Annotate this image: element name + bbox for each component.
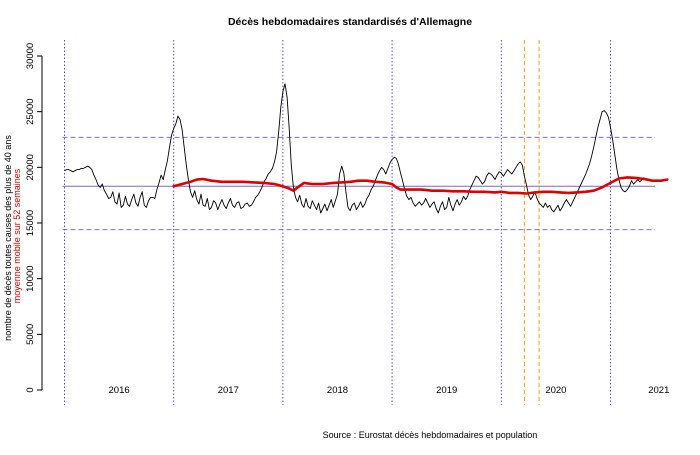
series-lines <box>64 83 669 214</box>
y-tick-label-4: 20000 <box>25 154 36 180</box>
source-note: Source : Eurostat décès hebdomadaires et… <box>323 430 538 440</box>
y-tick-label-2: 10000 <box>25 265 36 291</box>
year-label-2017: 2017 <box>218 385 239 396</box>
y-tick-label-5: 25000 <box>25 98 36 124</box>
y-tick-label-3: 15000 <box>25 210 36 236</box>
y-axis-label-moving-average: moyenne mobile sur 52 semaines <box>12 168 22 303</box>
chart-title: Décès hebdomadaires standardisés d'Allem… <box>228 16 472 28</box>
series-line-weekly-deaths <box>64 83 645 214</box>
reference-lines <box>62 40 655 405</box>
series-line-moving-average <box>172 176 669 195</box>
year-label-2016: 2016 <box>109 385 130 396</box>
year-label-2018: 2018 <box>327 385 348 396</box>
y-axis-label-group: nombre de décès toutes causes des plus d… <box>3 135 22 341</box>
y-axis-label: nombre de décès toutes causes des plus d… <box>3 135 13 341</box>
year-label-2019: 2019 <box>436 385 457 396</box>
y-tick-label-6: 30000 <box>25 43 36 69</box>
year-label-2020: 2020 <box>545 385 566 396</box>
year-label-2021: 2021 <box>648 385 669 396</box>
y-tick-label-1: 5000 <box>25 324 36 345</box>
y-axis: 0 5000 10000 15000 20000 25000 30000 <box>25 43 43 393</box>
y-tick-label-0: 0 <box>25 387 36 392</box>
year-labels: 2016 2017 2018 2019 2020 2021 <box>109 385 670 396</box>
